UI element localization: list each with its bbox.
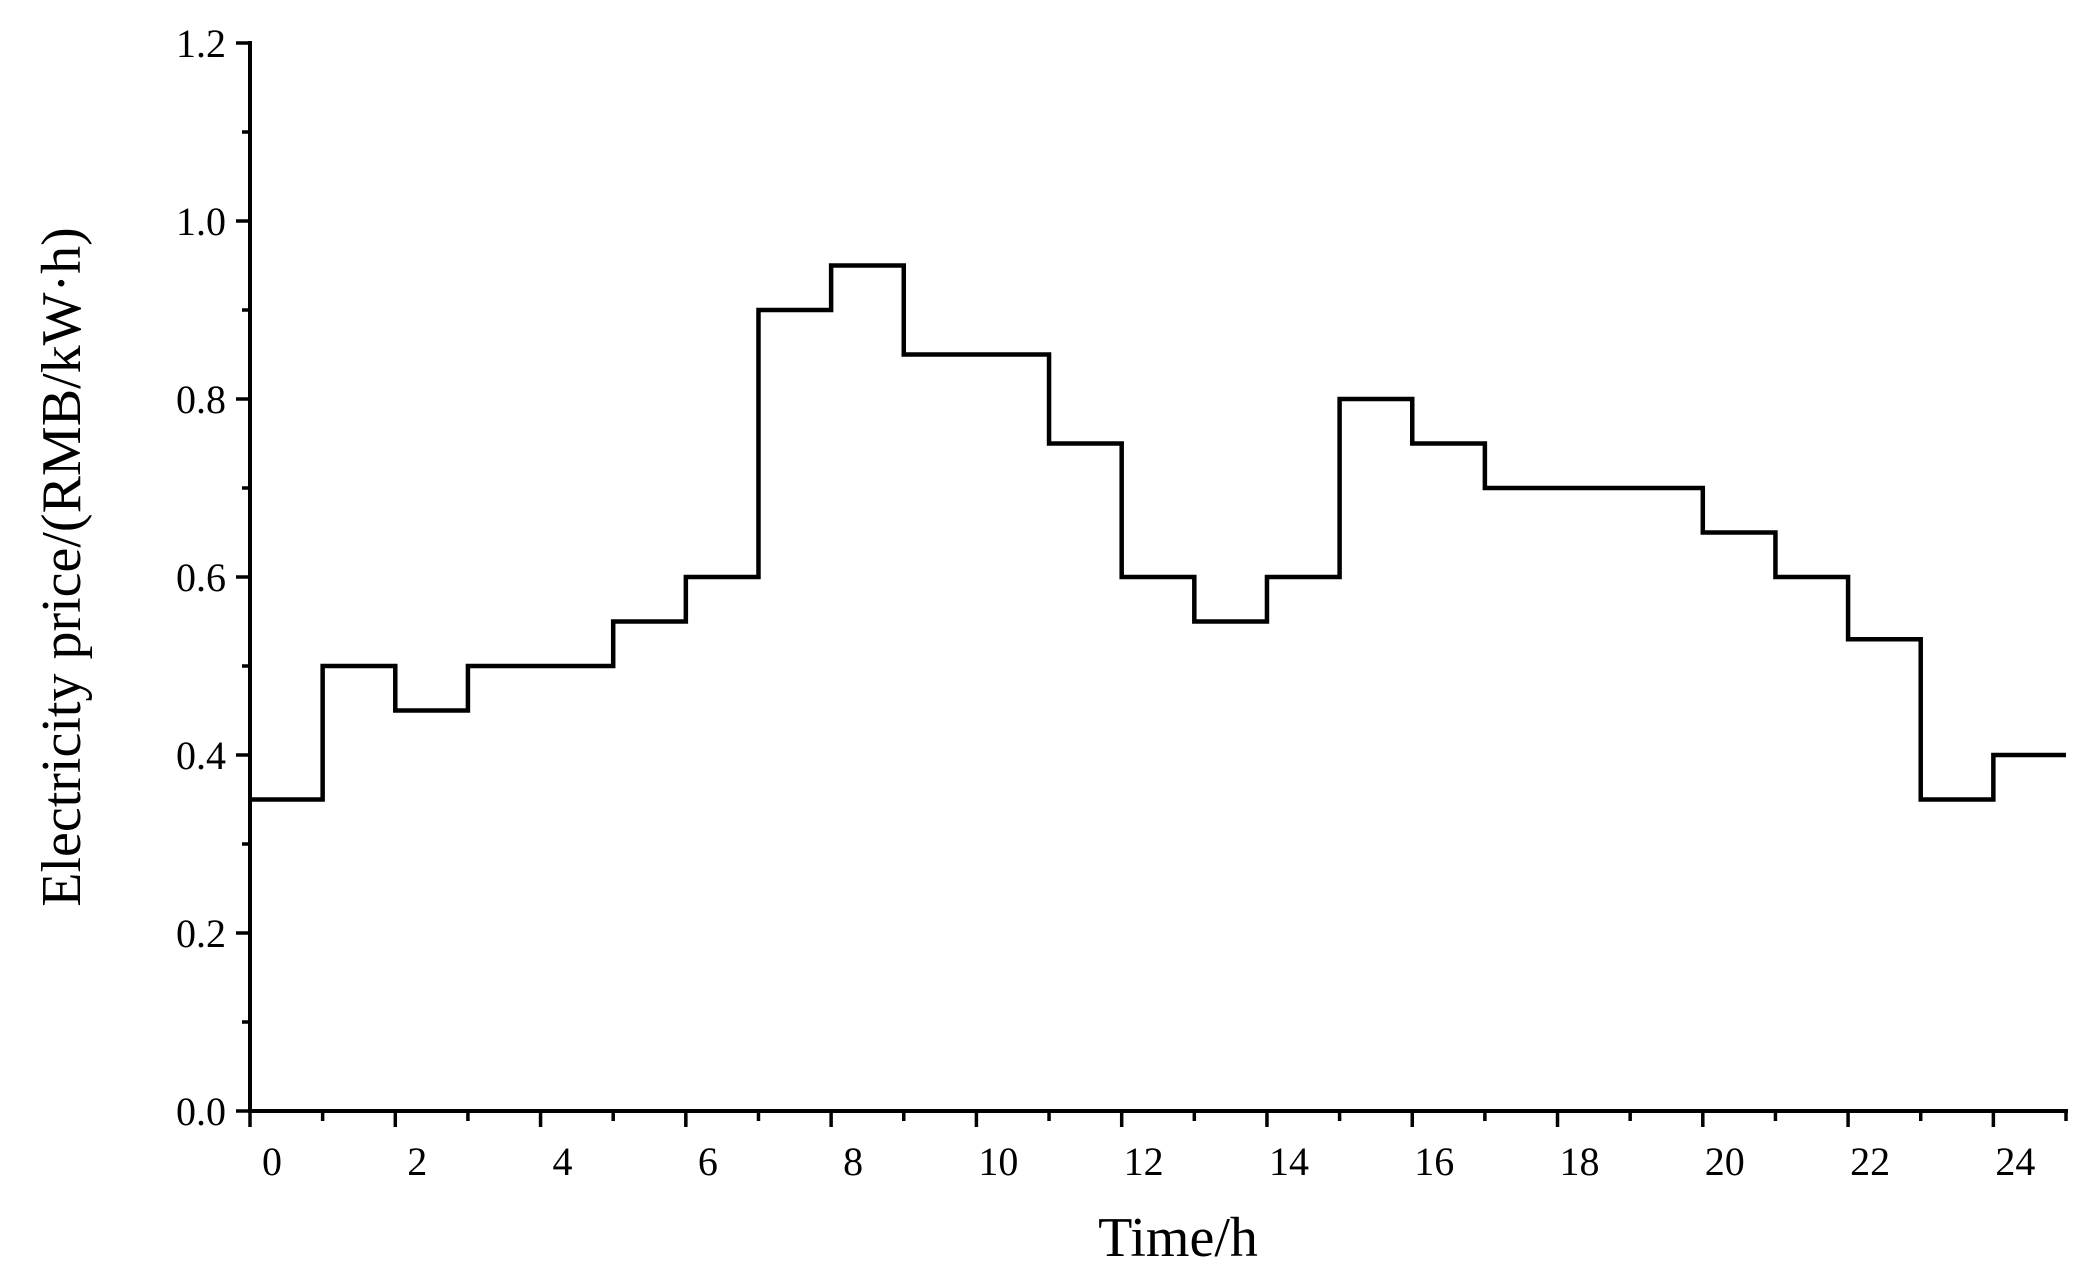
y-axis-label: Electricity price/(RMB/kW·h) [31,227,93,907]
x-tick-label: 8 [843,1139,863,1184]
x-tick-label: 6 [698,1139,718,1184]
x-tick-label: 10 [978,1139,1018,1184]
y-tick-label: 1.0 [176,199,226,244]
x-tick-label: 4 [553,1139,573,1184]
x-tick-label: 0 [262,1139,282,1184]
y-tick-label: 0.8 [176,377,226,422]
x-axis-ticks: 0 2 4 6 8 10 12 14 16 18 20 22 24 [248,1111,2068,1184]
x-tick-label: 16 [1414,1139,1454,1184]
price-step-line [250,263,2066,802]
x-tick-label: 12 [1124,1139,1164,1184]
x-tick-label: 24 [1995,1139,2035,1184]
x-tick-label: 18 [1560,1139,1600,1184]
y-axis-ticks: 0.0 0.2 0.4 0.6 0.8 1.0 1.2 [176,21,250,1134]
y-tick-label: 0.0 [176,1089,226,1134]
y-tick-label: 0.4 [176,733,226,778]
y-tick-label: 0.6 [176,555,226,600]
plot-area [250,263,2066,802]
x-tick-label: 14 [1269,1139,1309,1184]
x-tick-label: 20 [1705,1139,1745,1184]
y-tick-label: 0.2 [176,911,226,956]
x-axis-label: Time/h [1098,1207,1258,1269]
x-tick-label: 22 [1850,1139,1890,1184]
y-tick-label: 1.2 [176,21,226,66]
x-tick-label: 2 [407,1139,427,1184]
